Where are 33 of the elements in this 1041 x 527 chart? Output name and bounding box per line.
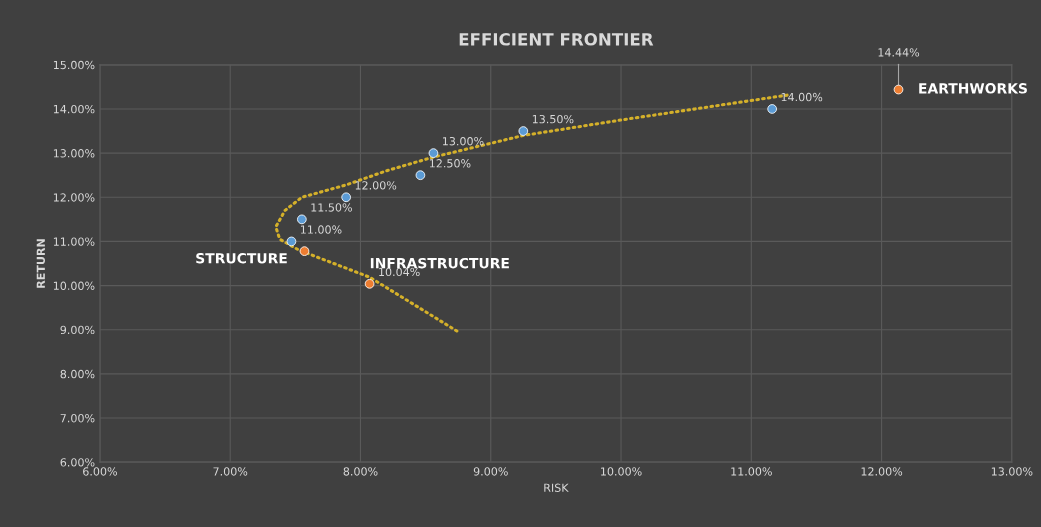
y-tick-label: 13.00% bbox=[53, 149, 95, 158]
y-tick-label: 6.00% bbox=[60, 458, 95, 467]
y-axis-title: RETURN bbox=[36, 239, 45, 288]
annotation: EARTHWORKS bbox=[919, 83, 1027, 94]
data-label: 11.50% bbox=[311, 203, 352, 212]
data-label: 13.50% bbox=[532, 114, 574, 124]
annotation: INFRASTRUCTURE bbox=[370, 257, 509, 269]
chart-title: EFFICIENT FRONTIER bbox=[459, 33, 654, 46]
y-tick-label: 9.00% bbox=[60, 325, 95, 335]
x-tick-label: 11.00% bbox=[731, 467, 772, 476]
x-tick-label: 12.00% bbox=[861, 467, 903, 476]
x-tick-label: 9.00% bbox=[473, 467, 508, 476]
data-label: 14.00% bbox=[781, 92, 823, 102]
data-label: 12.50% bbox=[429, 159, 471, 168]
x-axis-title: RISK bbox=[544, 483, 569, 492]
y-tick-label: 10.00% bbox=[53, 281, 95, 290]
data-label: 14.44% bbox=[878, 48, 920, 57]
data-label: 12.00% bbox=[355, 181, 397, 190]
y-tick-label: 8.00% bbox=[60, 369, 95, 379]
x-tick-label: 8.00% bbox=[343, 467, 378, 476]
y-tick-label: 7.00% bbox=[60, 414, 95, 423]
y-tick-label: 11.00% bbox=[53, 237, 95, 246]
data-label: 11.00% bbox=[300, 225, 342, 234]
x-tick-label: 10.00% bbox=[601, 467, 642, 476]
y-tick-label: 14.00% bbox=[53, 104, 95, 114]
x-tick-label: 7.00% bbox=[213, 467, 248, 476]
data-label: 13.00% bbox=[442, 137, 484, 146]
y-tick-label: 15.00% bbox=[53, 60, 95, 70]
x-tick-label: 13.00% bbox=[991, 467, 1033, 476]
x-tick-label: 6.00% bbox=[83, 467, 117, 476]
annotation: STRUCTURE bbox=[196, 253, 287, 264]
data-label: 10.04% bbox=[379, 267, 420, 277]
y-tick-label: 12.00% bbox=[53, 193, 95, 202]
